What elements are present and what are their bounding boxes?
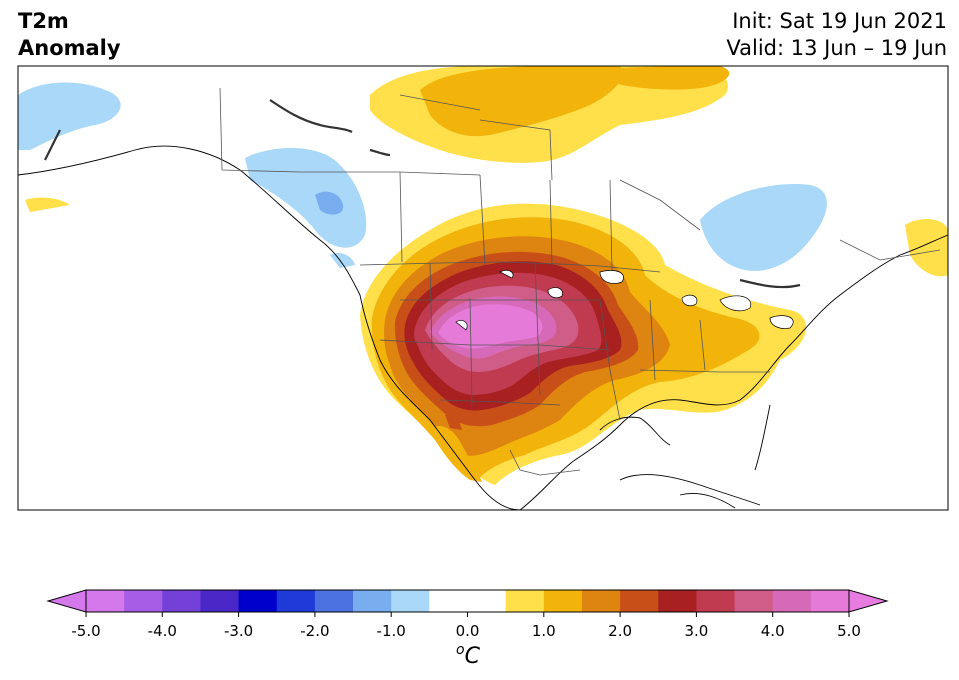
colorbar-segments: [46, 589, 889, 613]
colorbar-segment: [772, 590, 812, 612]
colorbar-ticks: -5.0 -4.0 -3.0 -2.0 -1.0 0.0 1.0 2.0 3.0 4.0 5.0: [71, 612, 861, 640]
colorbar-segment: [543, 590, 583, 612]
colorbar-over-arrow: [848, 589, 889, 613]
colorbar-tick-label: 1.0: [532, 622, 556, 640]
title-line-2: Anomaly: [18, 36, 121, 60]
colorbar-tick-label: -2.0: [300, 622, 329, 640]
colorbar-segment: [391, 590, 430, 612]
colorbar-segment: [353, 590, 392, 612]
colorbar-tick-label: 4.0: [761, 622, 785, 640]
colorbar-segment: [238, 590, 278, 612]
colorbar-tick-label: 3.0: [684, 622, 708, 640]
hudson-bay-coast: [44, 99, 801, 289]
title-line-1: T2m: [18, 9, 69, 33]
colorbar-segment: [276, 590, 316, 612]
colorbar-segment: [124, 590, 163, 612]
colorbar-tick-label: -5.0: [71, 622, 100, 640]
colorbar-tick-label: -3.0: [224, 622, 253, 640]
colorbar-tick-label: 0.0: [456, 622, 480, 640]
colorbar-segment: [429, 590, 468, 612]
colorbar-segment: [734, 590, 774, 612]
colorbar-segment: [314, 590, 354, 612]
coastlines: [18, 145, 948, 510]
colorbar-tick-label: -4.0: [148, 622, 177, 640]
colorbar-segment: [696, 590, 736, 612]
colorbar-segment: [467, 590, 507, 612]
colorbar-unit-label: oC: [456, 642, 481, 669]
colorbar-segment: [162, 590, 201, 612]
lakes: [455, 270, 794, 331]
political-borders: [219, 87, 941, 476]
colorbar-segment: [86, 590, 125, 612]
map-frame: [17, 65, 949, 511]
unit-superscript: o: [456, 642, 465, 658]
colorbar-segment: [505, 590, 545, 612]
colorbar-tick-label: -1.0: [377, 622, 406, 640]
map-title: T2m Anomaly: [18, 8, 121, 62]
anomaly-map: [17, 65, 949, 511]
unit-letter: C: [465, 644, 481, 669]
valid-range: Valid: 13 Jun – 19 Jun: [726, 36, 947, 60]
colorbar-tick-label: 2.0: [608, 622, 632, 640]
colorbar-segment: [200, 590, 240, 612]
colorbar-segment: [810, 590, 850, 612]
colorbar-tick-label: 5.0: [837, 622, 861, 640]
init-date: Init: Sat 19 Jun 2021: [732, 9, 947, 33]
warm-anomaly-regions: [25, 66, 948, 486]
map-subtitle: Init: Sat 19 Jun 2021 Valid: 13 Jun – 19…: [726, 8, 947, 62]
colorbar-segment: [620, 590, 659, 612]
cold-anomaly-regions: [18, 82, 827, 271]
colorbar-segment: [658, 590, 697, 612]
colorbar-segment: [581, 590, 621, 612]
colorbar-under-arrow: [46, 589, 87, 613]
